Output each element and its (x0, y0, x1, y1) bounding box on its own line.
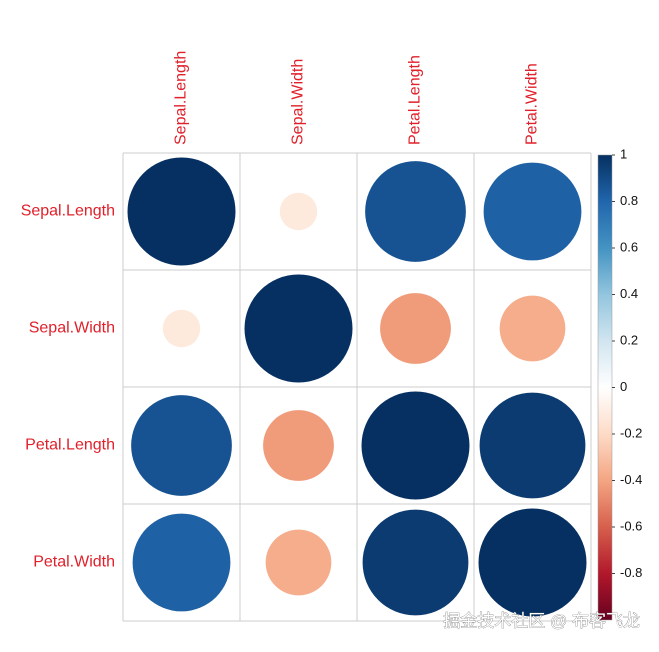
correlation-circle (263, 410, 334, 481)
correlation-circle (127, 157, 236, 266)
correlation-circle (483, 162, 582, 261)
watermark: 掘金技术社区 @ 布客飞龙 (443, 611, 640, 630)
column-label: Petal.Width (524, 63, 541, 145)
correlation-circle (244, 274, 353, 383)
correlation-circle (478, 508, 587, 617)
column-label: Sepal.Width (290, 59, 307, 145)
color-tick-label: 0.2 (620, 332, 638, 347)
correlation-circle (265, 529, 332, 596)
color-bar (597, 154, 613, 621)
correlation-circle (499, 295, 566, 362)
correlation-circle (162, 309, 201, 348)
correlation-circle (131, 395, 232, 496)
correlation-circle (132, 513, 231, 612)
correlation-circle (279, 192, 318, 231)
column-label: Petal.Length (407, 55, 424, 145)
color-tick-label: -0.6 (620, 518, 642, 533)
row-label: Sepal.Length (21, 203, 115, 220)
row-label: Petal.Length (25, 437, 115, 454)
correlation-circle (365, 161, 466, 262)
color-tick-label: -0.2 (620, 425, 642, 440)
color-tick-label: 0.8 (620, 193, 638, 208)
color-tick-label: 1 (620, 146, 627, 161)
color-tick-label: 0.6 (620, 239, 638, 254)
correlation-circle (380, 293, 451, 364)
color-tick-label: -0.4 (620, 472, 642, 487)
color-tick-label: 0.4 (620, 286, 638, 301)
color-tick-label: -0.8 (620, 565, 642, 580)
row-label: Petal.Width (33, 554, 115, 571)
correlation-circle (362, 509, 469, 616)
color-tick-label: 0 (620, 379, 627, 394)
column-label: Sepal.Length (173, 51, 190, 145)
correlation-circle (479, 392, 586, 499)
row-label: Sepal.Width (29, 320, 115, 337)
correlation-circle (361, 391, 470, 500)
